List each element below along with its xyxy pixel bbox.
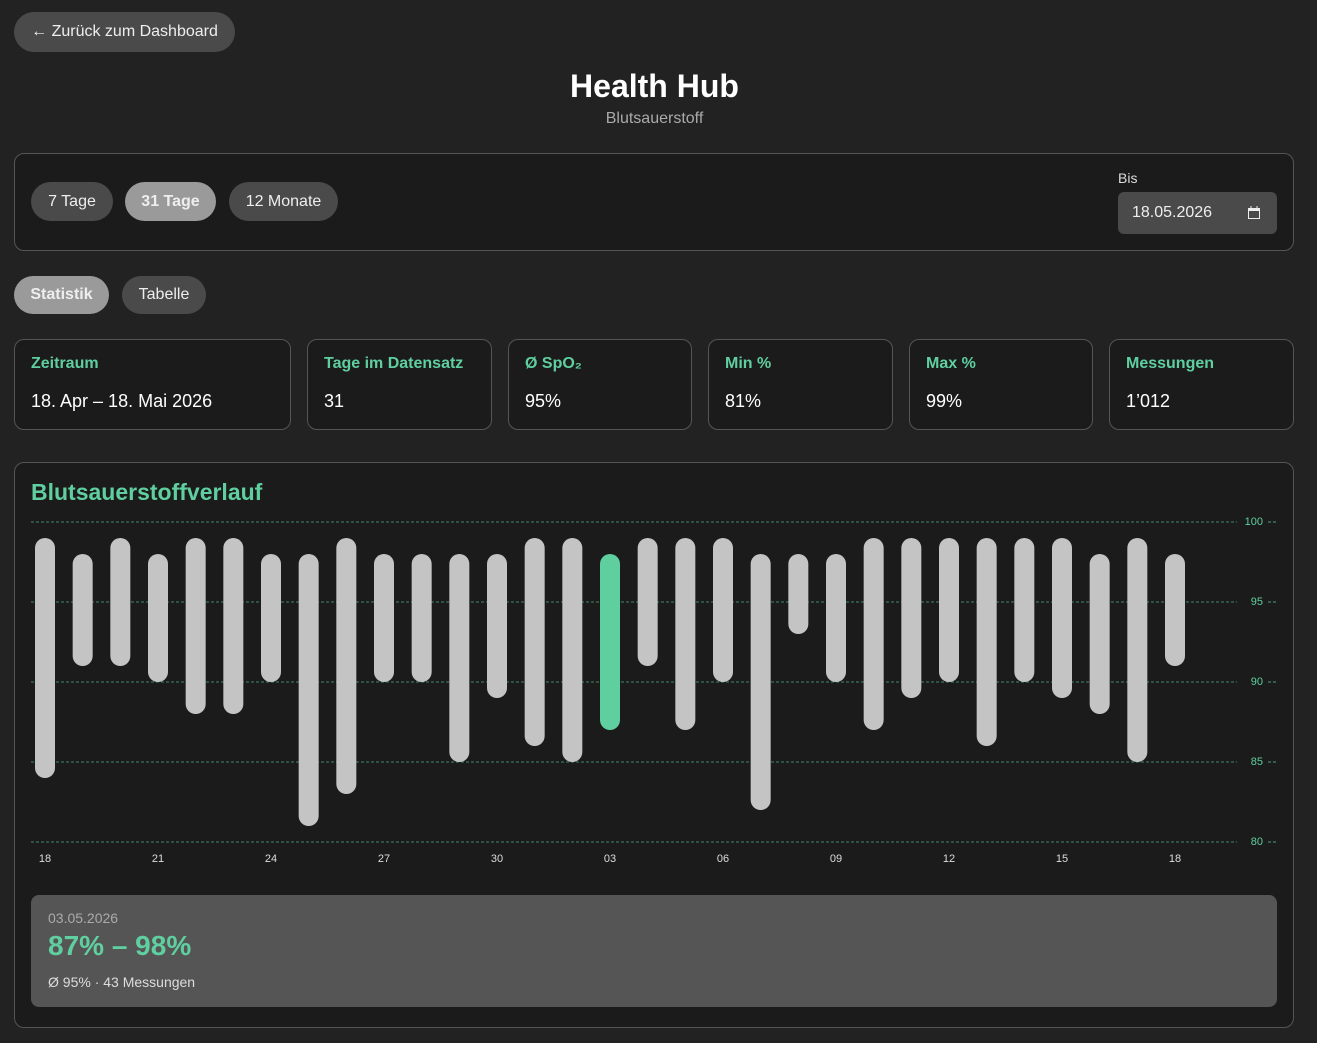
stat-label: Ø SpO₂ <box>525 355 582 372</box>
x-tick-label: 18 <box>39 853 51 865</box>
chart-title: Blutsauerstoffverlauf <box>31 479 263 505</box>
range-bar[interactable] <box>449 554 470 762</box>
range-bar[interactable] <box>110 538 131 666</box>
x-tick-label: 24 <box>265 853 277 865</box>
date-value: 18.05.2026 <box>1132 204 1213 221</box>
range-bar[interactable] <box>336 538 357 794</box>
range-bar[interactable] <box>637 538 658 666</box>
range-button[interactable]: 7 Tage <box>31 182 113 221</box>
range-bar[interactable] <box>939 538 959 682</box>
page-subtitle: Blutsauerstoff <box>605 110 704 127</box>
stat-label: Max % <box>926 355 976 372</box>
stat-label: Tage im Datensatz <box>324 355 464 372</box>
y-tick-label: 95 <box>1251 596 1263 608</box>
range-bar[interactable] <box>1014 538 1035 682</box>
stat-value: 81% <box>725 391 762 411</box>
back-button[interactable]: ← Zurück zum Dashboard <box>14 12 235 52</box>
range-bar[interactable] <box>185 538 206 714</box>
tab[interactable]: Statistik <box>14 276 109 314</box>
range-bar[interactable] <box>1165 554 1185 666</box>
x-tick-label: 09 <box>830 853 842 865</box>
range-bar[interactable] <box>487 554 507 698</box>
x-tick-label: 30 <box>491 853 503 865</box>
range-bar[interactable] <box>72 554 93 666</box>
range-bar[interactable] <box>1089 554 1110 714</box>
range-bar[interactable] <box>261 554 281 682</box>
y-tick-label: 100 <box>1245 516 1263 528</box>
filter-panel <box>14 153 1294 251</box>
x-tick-label: 15 <box>1056 853 1068 865</box>
range-bar[interactable] <box>863 538 884 730</box>
tooltip: 03.05.2026 87% – 98% Ø 95% · 43 Messunge… <box>31 895 1277 1007</box>
x-tick-label: 06 <box>717 853 729 865</box>
range-bar[interactable] <box>713 538 733 682</box>
stat-card: Messungen 1’012 <box>1109 339 1294 430</box>
range-bar[interactable] <box>826 554 846 682</box>
range-bar[interactable] <box>223 538 244 714</box>
tooltip-detail: Ø 95% · 43 Messungen <box>48 974 196 990</box>
range-bar[interactable] <box>411 554 432 682</box>
stat-card: Min % 81% <box>708 339 893 430</box>
y-tick-label: 85 <box>1251 756 1263 768</box>
x-tick-label: 27 <box>378 853 390 865</box>
x-tick-label: 12 <box>943 853 955 865</box>
stat-label: Messungen <box>1126 355 1215 372</box>
calendar-icon <box>1248 206 1260 219</box>
tooltip-date: 03.05.2026 <box>48 910 119 926</box>
range-bar[interactable] <box>298 554 319 826</box>
range-bar[interactable] <box>374 554 394 682</box>
chart: 80 85 90 95 100 18 21 24 27 30 03 06 09 12 15 18 <box>31 516 1277 865</box>
stat-label: Zeitraum <box>31 355 99 372</box>
range-bar[interactable] <box>524 538 545 746</box>
range-bar[interactable] <box>600 554 620 730</box>
range-bar[interactable] <box>675 538 696 730</box>
stat-value: 99% <box>926 391 963 411</box>
tooltip-range: 87% – 98% <box>48 930 192 961</box>
range-bar[interactable] <box>562 538 583 762</box>
page-title: Health Hub <box>570 68 739 104</box>
tab[interactable]: Tabelle <box>122 276 206 314</box>
range-bar[interactable] <box>788 554 809 634</box>
y-tick-label: 80 <box>1251 836 1263 848</box>
range-bar[interactable] <box>1127 538 1148 762</box>
stat-card: Tage im Datensatz 31 <box>307 339 492 430</box>
stat-card: Max % 99% <box>909 339 1093 430</box>
stat-label: Min % <box>725 355 772 372</box>
x-tick-label: 21 <box>152 853 164 865</box>
range-bar[interactable] <box>35 538 55 778</box>
date-input[interactable]: 18.05.2026 <box>1118 192 1277 234</box>
x-tick-label: 03 <box>604 853 616 865</box>
range-button[interactable]: 31 Tage <box>125 182 216 221</box>
range-bar[interactable] <box>148 554 168 682</box>
range-button[interactable]: 12 Monate <box>229 182 338 221</box>
stat-value: 18. Apr – 18. Mai 2026 <box>31 391 213 411</box>
stat-card: Zeitraum 18. Apr – 18. Mai 2026 <box>14 339 291 430</box>
stat-value: 31 <box>324 391 345 411</box>
stat-card: Ø SpO₂ 95% <box>508 339 692 430</box>
y-tick-label: 90 <box>1251 676 1263 688</box>
range-bar[interactable] <box>901 538 922 698</box>
range-bar[interactable] <box>976 538 997 746</box>
date-label: Bis <box>1118 170 1138 186</box>
stat-value: 95% <box>525 391 562 411</box>
stat-value: 1’012 <box>1126 391 1171 411</box>
range-bar[interactable] <box>1052 538 1072 698</box>
range-bar[interactable] <box>750 554 771 810</box>
x-tick-label: 18 <box>1169 853 1181 865</box>
